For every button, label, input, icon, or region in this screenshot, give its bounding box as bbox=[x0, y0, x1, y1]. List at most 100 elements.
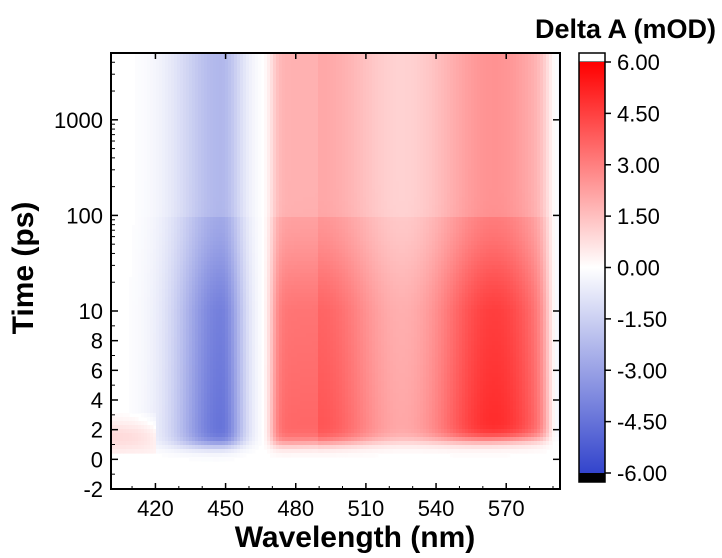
heatmap-cell-1279 bbox=[165, 89, 169, 94]
heatmap-cell-848 bbox=[141, 77, 145, 82]
heatmap-cell-1284 bbox=[180, 89, 184, 94]
heatmap-cell-343 bbox=[321, 61, 325, 66]
heatmap-cell-703 bbox=[555, 69, 559, 74]
heatmap-cell-284 bbox=[141, 61, 145, 66]
heatmap-cell-1052 bbox=[333, 81, 337, 86]
heatmap-cell-1929 bbox=[426, 105, 430, 110]
heatmap-cell-1252 bbox=[510, 85, 514, 90]
heatmap-cell-168 bbox=[216, 57, 220, 62]
heatmap-cell-2458 bbox=[321, 121, 325, 126]
heatmap-cell-1140 bbox=[171, 85, 175, 90]
heatmap-cell-1725 bbox=[234, 101, 238, 106]
heatmap-cell-921 bbox=[363, 77, 367, 82]
heatmap-cell-177 bbox=[243, 57, 247, 62]
heatmap-cell-1146 bbox=[189, 85, 193, 90]
heatmap-cell-1693 bbox=[138, 101, 142, 106]
heatmap-cell-1255 bbox=[519, 85, 523, 90]
heatmap-cell-2603 bbox=[333, 125, 337, 130]
heatmap-cell-1596 bbox=[273, 97, 277, 102]
heatmap-cell-2763 bbox=[390, 129, 394, 134]
heatmap-cell-1244 bbox=[486, 85, 490, 90]
heatmap-cell-1679 bbox=[522, 97, 526, 102]
heatmap-cell-415 bbox=[537, 61, 541, 66]
heatmap-cell-294 bbox=[171, 61, 175, 66]
heatmap-cell-1471 bbox=[321, 93, 325, 98]
heatmap-cell-1119 bbox=[534, 81, 538, 86]
heatmap-cell-535 bbox=[474, 65, 478, 70]
heatmap-cell-1760 bbox=[342, 101, 346, 106]
heatmap-cell-1178 bbox=[288, 85, 292, 90]
heatmap-cell-1575 bbox=[207, 97, 211, 102]
heatmap-cell-2242 bbox=[519, 113, 523, 118]
heatmap-cell-1683 bbox=[534, 97, 538, 102]
heatmap-cell-1485 bbox=[363, 93, 367, 98]
heatmap-cell-456 bbox=[234, 65, 238, 70]
heatmap-cell-1877 bbox=[270, 105, 274, 110]
heatmap-cell-2773 bbox=[420, 129, 424, 134]
heatmap-cell-2244 bbox=[525, 113, 529, 118]
heatmap-cell-2265 bbox=[162, 117, 166, 122]
heatmap-cell-2105 bbox=[531, 109, 535, 114]
heatmap-cell-2387 bbox=[531, 117, 535, 122]
heatmap-cell-1109 bbox=[504, 81, 508, 86]
heatmap-cell-2122 bbox=[156, 113, 160, 118]
heatmap-cell-450 bbox=[216, 65, 220, 70]
heatmap-cell-181 bbox=[255, 57, 259, 62]
heatmap-cell-2478 bbox=[381, 121, 385, 126]
heatmap-cell-2038 bbox=[330, 109, 334, 114]
heatmap-cell-893 bbox=[279, 77, 283, 82]
heatmap-cell-232 bbox=[411, 57, 415, 62]
heatmap-cell-223 bbox=[384, 57, 388, 62]
heatmap-cell-1408 bbox=[555, 89, 559, 94]
heatmap-cell-530 bbox=[459, 65, 463, 70]
heatmap-cell-2570 bbox=[231, 125, 235, 130]
heatmap-cell-760 bbox=[303, 73, 307, 78]
heatmap-cell-1788 bbox=[426, 101, 430, 106]
heatmap-cell-832 bbox=[519, 73, 523, 78]
heatmap-cell-1487 bbox=[369, 93, 373, 98]
heatmap-cell-56 bbox=[306, 53, 310, 58]
heatmap-cell-26 bbox=[213, 53, 217, 58]
heatmap-cell-118 bbox=[492, 53, 496, 58]
heatmap-cell-1565 bbox=[177, 97, 181, 102]
heatmap-cell-561 bbox=[552, 65, 556, 70]
heatmap-cell-938 bbox=[414, 77, 418, 82]
heatmap-cell-1319 bbox=[288, 89, 292, 94]
heatmap-cell-2099 bbox=[513, 109, 517, 114]
heatmap-cell-1437 bbox=[216, 93, 220, 98]
heatmap-cell-55 bbox=[303, 53, 307, 58]
heatmap-cell-301 bbox=[192, 61, 196, 66]
heatmap-cell-634 bbox=[348, 69, 352, 74]
heatmap-cell-1290 bbox=[198, 89, 202, 94]
heatmap-cell-891 bbox=[273, 77, 277, 82]
heatmap-cell-1710 bbox=[189, 101, 193, 106]
heatmap-cell-2234 bbox=[495, 113, 499, 118]
heatmap-cell-1059 bbox=[354, 81, 358, 86]
heatmap-cell-1591 bbox=[255, 97, 259, 102]
heatmap-cell-1152 bbox=[207, 85, 211, 90]
heatmap-cell-1621 bbox=[348, 97, 352, 102]
heatmap-cell-2180 bbox=[333, 113, 337, 118]
heatmap-cell-2067 bbox=[417, 109, 421, 114]
heatmap-cell-1116 bbox=[525, 81, 529, 86]
heatmap-cell-978 bbox=[534, 77, 538, 82]
heatmap-cell-2641 bbox=[447, 125, 451, 130]
heatmap-cell-240 bbox=[435, 57, 439, 62]
heatmap-cell-1361 bbox=[414, 89, 418, 94]
heatmap-cell-1479 bbox=[345, 93, 349, 98]
heatmap-cell-266 bbox=[513, 57, 517, 62]
heatmap-cell-1689 bbox=[552, 97, 556, 102]
heatmap-cell-1220 bbox=[414, 85, 418, 90]
heatmap-cell-2409 bbox=[171, 121, 175, 126]
heatmap-cell-297 bbox=[180, 61, 184, 66]
heatmap-cell-1554 bbox=[144, 97, 148, 102]
heatmap-cell-379 bbox=[429, 61, 433, 66]
heatmap-cell-1956 bbox=[507, 105, 511, 110]
heatmap-cell-2569 bbox=[228, 125, 232, 130]
heatmap-cell-504 bbox=[381, 65, 385, 70]
heatmap-cell-1078 bbox=[411, 81, 415, 86]
heatmap-cell-1833 bbox=[135, 105, 139, 110]
heatmap-cell-1145 bbox=[186, 85, 190, 90]
heatmap-cell-1748 bbox=[306, 101, 310, 106]
heatmap-cell-278 bbox=[549, 57, 553, 62]
